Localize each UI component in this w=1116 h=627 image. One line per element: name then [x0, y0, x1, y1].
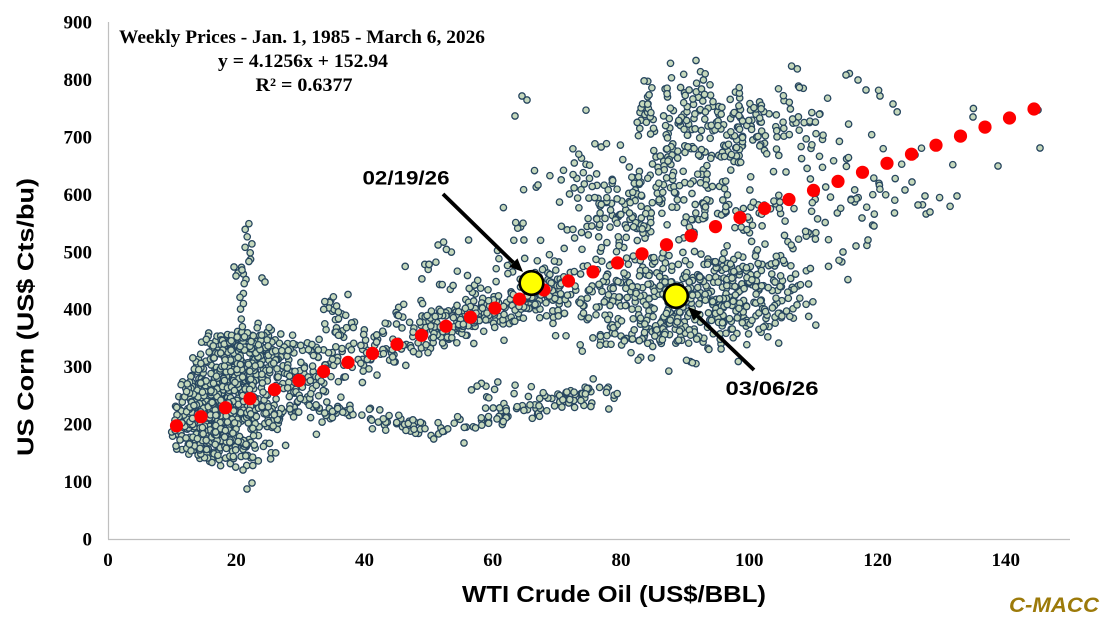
svg-text:600: 600: [64, 185, 93, 206]
svg-text:20: 20: [227, 550, 246, 571]
svg-text:400: 400: [64, 300, 93, 321]
svg-text:y = 4.1256x + 152.94: y = 4.1256x + 152.94: [218, 51, 389, 72]
svg-text:0: 0: [83, 530, 93, 551]
svg-text:500: 500: [64, 242, 93, 263]
svg-text:120: 120: [863, 550, 892, 571]
svg-text:900: 900: [64, 13, 93, 34]
svg-text:40: 40: [355, 550, 374, 571]
svg-text:R² = 0.6377: R² = 0.6377: [256, 75, 354, 96]
svg-text:140: 140: [992, 550, 1021, 571]
svg-text:03/06/26: 03/06/26: [726, 378, 819, 400]
svg-text:US Corn (US$ Cts/bu): US Corn (US$ Cts/bu): [13, 178, 39, 456]
svg-text:100: 100: [64, 472, 93, 493]
svg-text:02/19/26: 02/19/26: [363, 168, 450, 190]
svg-text:700: 700: [64, 127, 93, 148]
svg-text:60: 60: [483, 550, 502, 571]
svg-text:100: 100: [735, 550, 764, 571]
svg-text:800: 800: [64, 70, 93, 91]
svg-text:0: 0: [103, 550, 113, 571]
svg-text:Weekly Prices - Jan. 1, 1985 -: Weekly Prices - Jan. 1, 1985 - March 6, …: [119, 27, 485, 48]
svg-text:300: 300: [64, 357, 93, 378]
svg-text:WTI Crude Oil (US$/BBL): WTI Crude Oil (US$/BBL): [462, 581, 766, 607]
svg-text:200: 200: [64, 415, 93, 436]
svg-text:C-MACC: C-MACC: [1009, 594, 1100, 617]
svg-text:80: 80: [612, 550, 631, 571]
